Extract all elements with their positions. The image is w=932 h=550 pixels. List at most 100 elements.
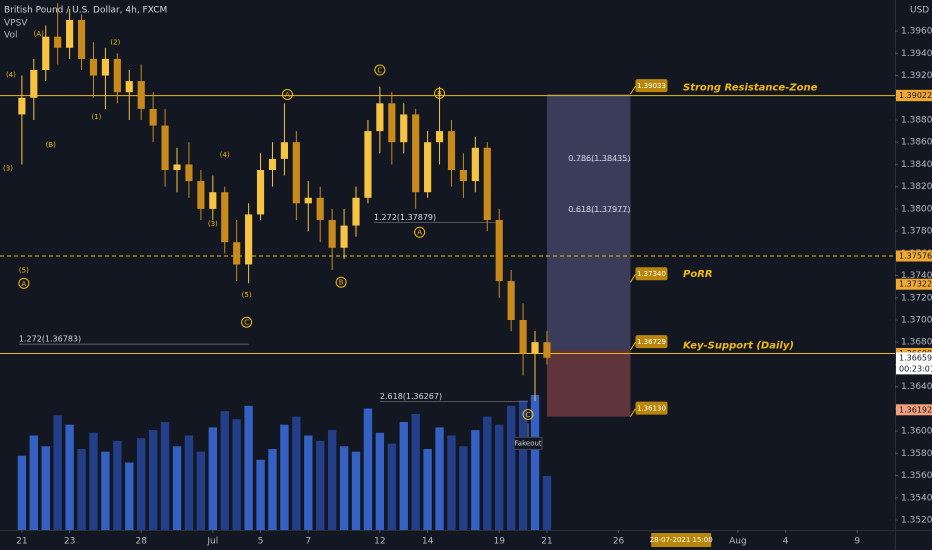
volume-bar (89, 432, 98, 530)
y-tick-label: 1.35200 (901, 516, 932, 526)
volume-bar (351, 451, 361, 530)
candle-body (459, 170, 467, 182)
candle-body (531, 342, 539, 354)
volume-bar (125, 462, 134, 530)
price-label: 1.39022 (899, 91, 932, 100)
candle-body (137, 81, 145, 109)
volume-bar (208, 427, 217, 530)
x-tick-label: 23 (64, 537, 75, 547)
candle-body (280, 142, 288, 159)
candle-body (66, 20, 74, 48)
candle-body (113, 58, 121, 93)
volume-bar (280, 424, 289, 530)
y-tick-label: 1.36800 (901, 338, 932, 348)
x-tick-label: 21 (541, 537, 552, 547)
wave-circle (434, 87, 446, 99)
volume-bar (316, 440, 325, 530)
y-tick-label: 1.37800 (901, 227, 932, 237)
wave-circle (374, 64, 386, 76)
candle-body (352, 197, 360, 226)
wave-label: C (526, 411, 531, 419)
y-tick-label: 1.37000 (901, 316, 932, 326)
position-connector (630, 341, 636, 351)
candle-body (221, 192, 229, 243)
candle-body (197, 181, 205, 209)
candle-body (42, 36, 50, 70)
candle-body (316, 197, 324, 220)
volume-bar (483, 416, 492, 530)
candle-body (256, 170, 265, 215)
volume-bar (292, 416, 301, 530)
candle-body (507, 281, 515, 320)
volume-bar (327, 430, 337, 530)
volume-bar (17, 455, 27, 530)
x-tick-label: 28 (135, 537, 147, 547)
wave-label: B (339, 279, 344, 287)
y-tick-label: 1.38600 (901, 138, 932, 148)
volume-bar (495, 424, 504, 530)
candle-body (185, 164, 193, 182)
candle-body (519, 320, 527, 354)
price-label: 1.36192 (899, 405, 932, 414)
candle-body (471, 147, 479, 182)
y-tick-label: 1.38800 (901, 116, 932, 126)
volume-bar (542, 476, 552, 530)
loss-zone (546, 350, 631, 417)
volume-bar (399, 422, 408, 530)
y-tick-label: 1.38200 (901, 182, 932, 192)
candle-body (245, 214, 253, 265)
candle-body (149, 108, 157, 126)
wave-circle (18, 277, 30, 289)
x-tick-label: 5 (258, 537, 264, 547)
x-tick-label: 14 (422, 537, 434, 547)
wave-circle (522, 408, 534, 420)
price-label-box (896, 250, 932, 262)
position-label: 1.36130 (637, 405, 666, 413)
indicator: Vol (4, 31, 17, 41)
fib-label: 0.786(1.38435) (568, 154, 630, 163)
callout-text: Fakeout (514, 439, 542, 447)
volume-bar (244, 405, 253, 530)
wave-label: A (285, 91, 290, 99)
position-label: 1.39033 (637, 82, 666, 90)
volume-bar (256, 459, 265, 530)
candle-body (18, 97, 26, 115)
candle-body (173, 164, 181, 170)
candle-body (233, 242, 241, 265)
candle-body (376, 103, 384, 132)
volume-bar (339, 446, 349, 530)
wave-label: (3) (208, 220, 218, 228)
candle-body (364, 131, 372, 198)
x-tick-label: 19 (493, 537, 505, 547)
y-tick-label: 1.38400 (901, 160, 932, 170)
wave-label: A (21, 280, 26, 288)
x-tick-label: 7 (305, 537, 311, 547)
position-label-box (635, 335, 668, 349)
candle-body (435, 131, 444, 143)
volume-bar (65, 424, 74, 530)
extension-label: 2.618(1.36267) (380, 392, 442, 401)
price-label-box (896, 89, 932, 101)
extension-label: 1.272(1.36783) (19, 335, 81, 344)
y-tick-label: 1.37200 (901, 293, 932, 303)
volume-bar (184, 435, 194, 530)
extension-label: 1.272(1.37879) (374, 213, 436, 222)
x-tick-label: 4 (783, 537, 789, 547)
volume-bar (459, 446, 468, 530)
y-tick-label: 1.37400 (901, 271, 932, 281)
volume-bar (29, 435, 38, 530)
indicator: VPSV (4, 19, 28, 29)
volume-bar (172, 446, 182, 530)
y-tick-label: 1.35800 (901, 449, 932, 459)
chart-title: British Pound / U.S. Dollar, 4h, FXCM (4, 6, 167, 16)
volume-bar (148, 430, 158, 530)
candle-body (483, 147, 491, 220)
price-label-box (896, 404, 932, 416)
profit-zone (546, 94, 631, 351)
candle-body (340, 225, 348, 248)
volume-bar (411, 413, 420, 530)
volume-bar (530, 395, 540, 530)
wave-label: B (437, 90, 442, 98)
volume-bar (268, 449, 277, 530)
volume-bar (113, 440, 122, 530)
